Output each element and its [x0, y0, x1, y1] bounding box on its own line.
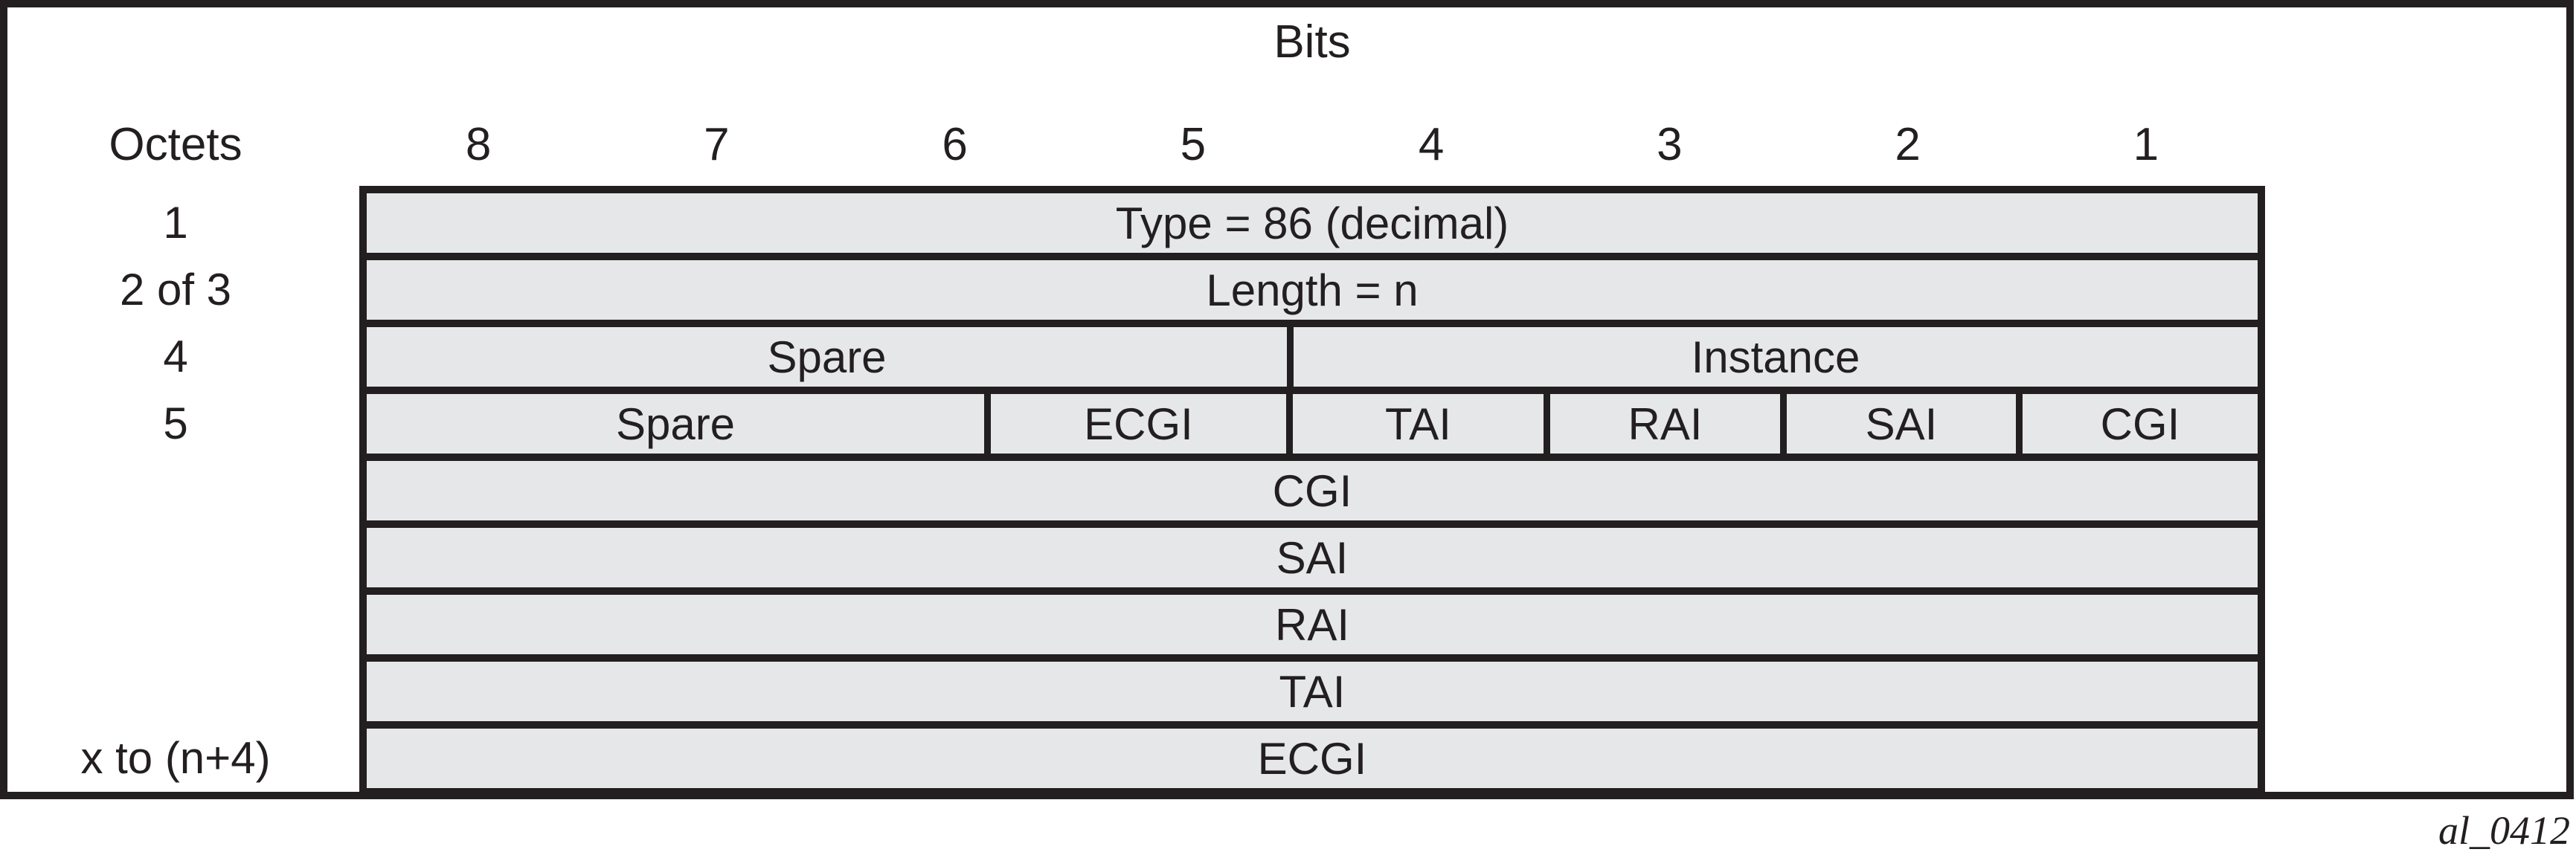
field-cell-type: Type = 86 (decimal)	[367, 193, 2258, 253]
ie-bit-layout-table: Type = 86 (decimal) Length = n Spare Ins…	[359, 186, 2265, 796]
table-row-length: Length = n	[367, 260, 2258, 320]
octets-column-header: Octets	[109, 119, 242, 170]
table-row-type: Type = 86 (decimal)	[367, 193, 2258, 253]
field-cell-sai: SAI	[367, 528, 2258, 587]
octet-label-row4: 5	[163, 399, 188, 448]
field-cell-spare-flags: Spare	[367, 394, 984, 454]
bit-number-4: 4	[1418, 119, 1445, 170]
bit-number-1: 1	[2133, 119, 2159, 170]
bit-number-7: 7	[704, 119, 730, 170]
table-row-tai: TAI	[367, 662, 2258, 721]
bit-number-2: 2	[1895, 119, 1921, 170]
bit-number-header-row: 8 7 6 5 4 3 2 1	[359, 119, 2265, 171]
bit-number-8: 8	[465, 119, 492, 170]
field-cell-cgi: CGI	[367, 461, 2258, 520]
table-row-flags: Spare ECGI TAI RAI SAI CGI	[367, 394, 2258, 454]
field-cell-rai: RAI	[367, 595, 2258, 654]
field-cell-spare: Spare	[367, 327, 1287, 387]
field-cell-rai-flag: RAI	[1550, 394, 1780, 454]
field-cell-cgi-flag: CGI	[2023, 394, 2258, 454]
table-row-cgi: CGI	[367, 461, 2258, 520]
octet-label-row1: 1	[163, 198, 188, 248]
table-row-ecgi: ECGI	[367, 729, 2258, 788]
field-cell-tai: TAI	[367, 662, 2258, 721]
figure-border	[0, 0, 2574, 799]
octet-label-row2: 2 of 3	[119, 265, 232, 314]
bits-axis-title: Bits	[1273, 16, 1351, 68]
octet-label-row9: x to (n+4)	[80, 733, 271, 783]
table-row-spare-instance: Spare Instance	[367, 327, 2258, 387]
figure-id-caption: al_0412	[2438, 808, 2570, 853]
field-cell-ecgi: ECGI	[367, 729, 2258, 788]
field-cell-sai-flag: SAI	[1787, 394, 2016, 454]
bit-number-5: 5	[1180, 119, 1207, 170]
field-cell-ecgi-flag: ECGI	[991, 394, 1286, 454]
field-cell-length: Length = n	[367, 260, 2258, 320]
octet-label-row3: 4	[163, 332, 188, 381]
bit-number-6: 6	[942, 119, 968, 170]
table-row-sai: SAI	[367, 528, 2258, 587]
table-row-rai: RAI	[367, 595, 2258, 654]
field-cell-instance: Instance	[1294, 327, 2258, 387]
bit-number-3: 3	[1657, 119, 1683, 170]
field-cell-tai-flag: TAI	[1293, 394, 1544, 454]
